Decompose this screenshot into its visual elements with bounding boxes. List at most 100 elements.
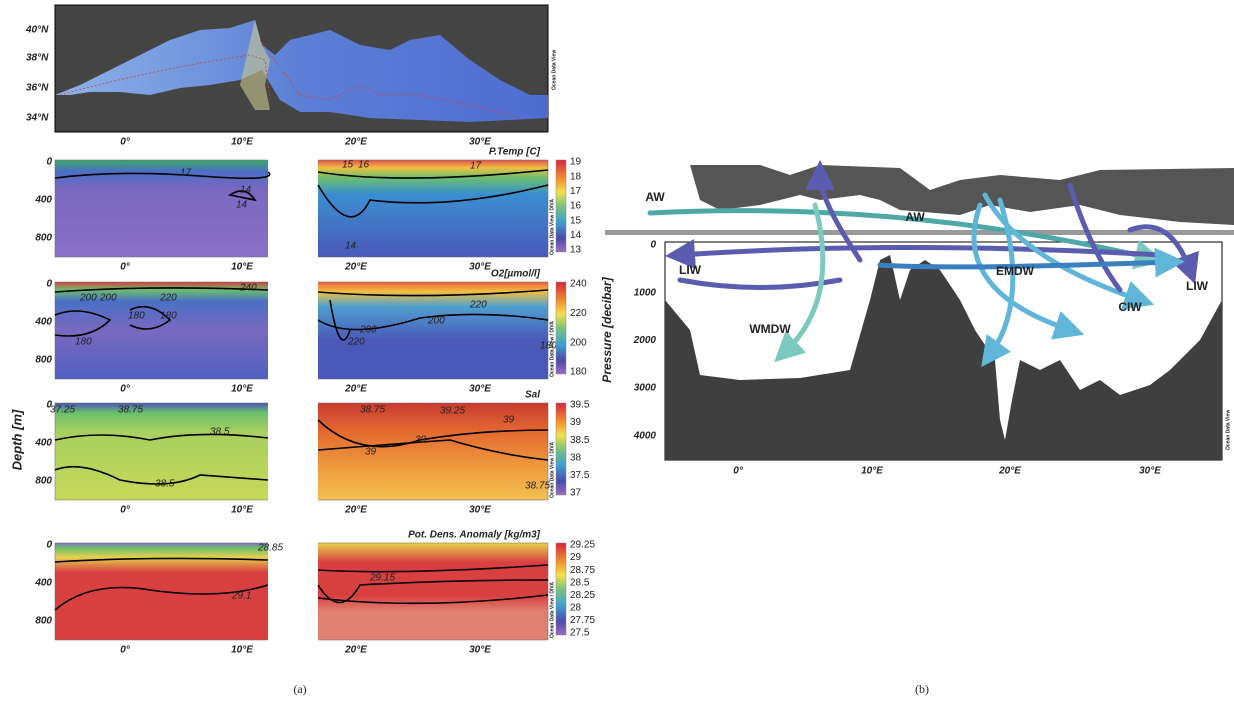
contour	[317, 579, 549, 604]
colorbar	[555, 159, 567, 253]
contour-label: 38.5	[210, 427, 230, 438]
colorbar-tick-label: 13	[570, 245, 582, 256]
credit: Ocean Data View / DIVA	[549, 442, 555, 498]
sections: 17 14 15 16 17 14 14 P.Temp [C] 0 400 800 0° 10°E 20°…	[34, 147, 595, 656]
contour-label: 17	[470, 161, 482, 172]
lat-label: 40°N	[25, 25, 49, 36]
axis-title: Pressure [decibar]	[600, 276, 614, 382]
depth-tick-label: 800	[35, 233, 52, 244]
credit: Ocean Data View / DIVA	[549, 321, 555, 377]
depth-tick-label: 800	[35, 616, 52, 627]
contour-label: 14	[345, 241, 357, 252]
colorbar-tick-label: 17	[570, 186, 582, 197]
colorbar-tick-label: 38	[570, 452, 582, 463]
credit: Ocean Data View	[1225, 410, 1231, 450]
colorbar-tick-label: 220	[570, 308, 587, 319]
depth-tick-label: 400	[34, 438, 52, 449]
panel-b-labels: 0 1000 2000 3000 4000 0° 10°E 20°E 30°E AW AW LIW LI…	[633, 190, 1209, 476]
depth-tick-label: 400	[34, 195, 52, 206]
panel-label: (a)	[293, 682, 306, 696]
section-title: P.Temp [C]	[489, 147, 541, 158]
contour-label: 200	[427, 316, 445, 327]
section-right	[318, 282, 548, 379]
lon-label: 20°E	[344, 645, 367, 656]
section-left	[55, 160, 268, 257]
contour-label: 17	[180, 168, 192, 179]
water-mass-label: CIW	[1118, 300, 1142, 314]
lon-label: 10°E	[231, 645, 253, 656]
water-mass-label: AW	[905, 210, 925, 224]
lon-label: 20°E	[344, 384, 367, 395]
water-mass-label: LIW	[679, 263, 702, 277]
contour	[54, 433, 269, 441]
colorbar-tick-label: 28	[570, 602, 582, 613]
contour	[54, 465, 269, 485]
map	[54, 4, 549, 133]
colorbar-tick-label: 200	[570, 337, 587, 348]
credit: Ocean Data View / DIVA	[549, 582, 555, 638]
water-mass-label: EMDW	[996, 264, 1035, 278]
depth-tick-label: 0	[46, 279, 52, 290]
colorbar-tick-label: 14	[570, 230, 582, 241]
y-tick-label: 0	[650, 240, 656, 251]
colorbar-tick-label: 37.5	[570, 470, 590, 481]
contour-label: 39	[365, 447, 377, 458]
section-right	[318, 543, 548, 640]
contour-label: 28.85	[257, 543, 283, 554]
contour-label: 220	[347, 337, 365, 348]
water-mass-label: AW	[645, 190, 665, 204]
colorbar-tick-label: 28.5	[570, 577, 590, 588]
lon-label: 0°	[120, 505, 131, 516]
contour	[317, 169, 549, 179]
colorbar-tick-label: 27.5	[570, 628, 590, 639]
lon-label: 0°	[733, 466, 744, 477]
water-mass-label: WMDW	[749, 322, 791, 336]
section-title: Pot. Dens. Anomaly [kg/m3]	[408, 530, 541, 541]
contour-label: 15	[342, 160, 354, 171]
contour	[317, 594, 549, 605]
contour-label: 39	[415, 435, 427, 446]
contour-label: 200	[79, 293, 97, 304]
colorbar-tick-label: 19	[570, 157, 582, 168]
lon-label: 10°E	[861, 466, 883, 477]
lon-label: 30°E	[469, 137, 491, 148]
panel-label: (b)	[915, 682, 929, 696]
depth-tick-label: 400	[34, 317, 52, 328]
lon-label: 30°E	[469, 645, 491, 656]
section-right	[318, 403, 548, 500]
lon-label: 20°E	[344, 137, 367, 148]
colorbar-tick-label: 39	[570, 417, 582, 428]
section-left	[55, 282, 268, 379]
contour-label: 38.75	[118, 405, 143, 416]
colorbar-tick-label: 28.25	[570, 590, 595, 601]
section-gap	[268, 281, 318, 380]
lon-label: 20°E	[344, 262, 367, 273]
contour	[317, 313, 549, 331]
depth-tick-label: 0	[46, 157, 52, 168]
lon-label: 0°	[120, 262, 131, 273]
depth-tick-label: 0	[46, 400, 52, 411]
contour-label: 16	[358, 160, 370, 171]
section-title: Sal	[525, 390, 540, 401]
colorbar	[555, 281, 567, 375]
contour-label: 38.5	[155, 479, 175, 490]
colorbar	[555, 402, 567, 496]
lon-label: 10°E	[231, 384, 253, 395]
contour-label: 180	[128, 311, 145, 322]
contour-label: 38.75	[525, 481, 550, 492]
contour	[129, 305, 172, 330]
contour-label: 180	[540, 341, 557, 352]
contour	[54, 171, 271, 180]
contour-label: 14	[236, 200, 248, 211]
contour	[54, 287, 269, 293]
credit: Ocean Data View	[551, 50, 557, 90]
lon-label: 10°E	[231, 505, 253, 516]
contour-label: 14	[240, 185, 252, 196]
contour-label: 39	[503, 415, 515, 426]
colorbar-tick-label: 16	[570, 201, 582, 212]
contour-label: 29.1	[231, 591, 251, 602]
contour	[317, 289, 549, 297]
section-gap	[268, 159, 318, 258]
contour-label: 29.15	[369, 573, 395, 584]
